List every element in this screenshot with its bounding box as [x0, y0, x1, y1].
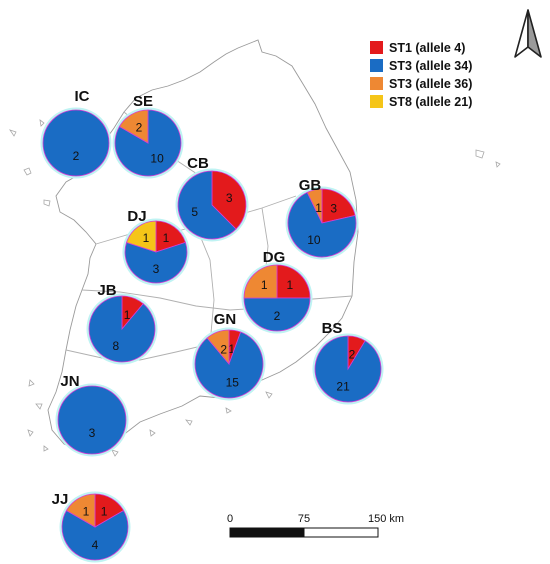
- scale-bar-black-segment: [229, 527, 305, 538]
- pie-slice-jj-1: [61, 509, 129, 561]
- pie-count-label: 2: [136, 120, 143, 134]
- region-label-gb: GB: [299, 177, 322, 194]
- region-label-dg: DG: [263, 249, 286, 266]
- pie-count-label: 2: [73, 149, 80, 163]
- pie-count-label: 3: [330, 201, 337, 215]
- pie-se: 10 2 SE: [112, 93, 184, 179]
- region-label-dj: DJ: [127, 208, 146, 225]
- region-label-jj: JJ: [52, 491, 69, 508]
- pie-slice-dg-1: [243, 297, 311, 332]
- pie-count-label: 2: [274, 309, 281, 323]
- region-label-ic: IC: [75, 88, 90, 105]
- legend-swatch: [370, 95, 383, 108]
- pie-charts: 2IC102SE35CB3101GB131DJ121DG18JB1152GN22…: [40, 88, 384, 563]
- pie-cb: 3 5 CB: [175, 155, 249, 242]
- province-line-3: [65, 343, 211, 361]
- pie-count-label: 1: [286, 278, 293, 292]
- pie-count-label: 3: [226, 191, 233, 205]
- pie-slice-gb-0: [321, 188, 356, 224]
- legend: ST1 (allele 4) ST3 (allele 34) ST3 (allele…: [370, 41, 472, 109]
- pie-count-label: 3: [89, 426, 96, 440]
- region-label-gn: GN: [214, 311, 237, 328]
- pie-ic: 2 IC: [40, 88, 112, 179]
- pie-slice-cb-0: [211, 170, 247, 230]
- region-label-jb: JB: [97, 282, 116, 299]
- pie-count-label: 1: [143, 231, 150, 245]
- north-arrow-icon: [514, 9, 542, 58]
- pie-count-label: 10: [150, 152, 164, 166]
- pie-slice-jb-1: [88, 295, 156, 363]
- pie-jj: 1 4 1 JJ: [52, 491, 131, 563]
- scale-tick-75: 75: [298, 513, 310, 525]
- pie-count-label: 1: [163, 231, 170, 245]
- pie-count-label: 5: [191, 205, 198, 219]
- pie-slice-jn-0: [57, 385, 127, 455]
- pie-gb: 3 10 1 GB: [285, 177, 359, 260]
- region-label-bs: BS: [322, 320, 343, 337]
- legend-label: ST3 (allele 34): [389, 59, 472, 73]
- pie-slice-cb-1: [177, 170, 237, 240]
- legend-swatch: [370, 77, 383, 90]
- legend-swatch: [370, 41, 383, 54]
- pie-count-label: 1: [228, 342, 235, 356]
- pie-slice-ic-0: [42, 109, 110, 177]
- pie-count-label: 1: [83, 504, 90, 518]
- pie-count-label: 2: [349, 348, 356, 362]
- legend-label: ST3 (allele 36): [389, 77, 472, 91]
- legend-label: ST8 (allele 21): [389, 95, 472, 109]
- pie-count-label: 1: [261, 278, 268, 292]
- pie-slice-jj-2: [65, 493, 96, 528]
- scale-tick-0: 0: [227, 513, 233, 525]
- pie-slice-gn-2: [206, 329, 230, 366]
- pie-count-label: 21: [336, 379, 350, 393]
- scale-bar: 0 75 150 km: [227, 513, 404, 538]
- pie-count-label: 10: [307, 233, 321, 247]
- pie-count-label: 4: [92, 538, 99, 552]
- pie-slice-gn-1: [194, 331, 264, 399]
- pie-slice-gb-1: [287, 191, 357, 258]
- pie-slice-bs-1: [314, 335, 382, 403]
- pie-slice-dj-1: [124, 241, 188, 284]
- pie-slice-se-1: [118, 109, 149, 144]
- pie-gn: 1 15 2 GN: [192, 311, 266, 401]
- pie-count-label: 2: [220, 343, 227, 357]
- pie-jb: 1 8 JB: [86, 282, 158, 365]
- pie-slice-dj-0: [155, 220, 186, 253]
- region-label-cb: CB: [187, 155, 209, 172]
- pie-count-label: 8: [112, 339, 119, 353]
- legend-swatch: [370, 59, 383, 72]
- pie-count-label: 1: [124, 308, 131, 322]
- pie-slice-dj-2: [126, 220, 157, 253]
- legend-label: ST1 (allele 4): [389, 41, 465, 55]
- pie-count-label: 3: [153, 262, 160, 276]
- islands: [9, 119, 501, 457]
- pie-count-label: 1: [101, 504, 108, 518]
- pie-dj: 1 3 1 DJ: [122, 208, 190, 286]
- pie-count-label: 1: [315, 201, 322, 215]
- scale-tick-150: 150 km: [368, 513, 404, 525]
- pie-count-label: 15: [226, 375, 240, 389]
- pie-slice-dg-2: [243, 264, 278, 299]
- region-label-se: SE: [133, 93, 153, 110]
- pie-bs: 2 21 BS: [312, 320, 384, 405]
- pie-slice-gb-2: [306, 188, 323, 224]
- pie-slice-dg-0: [276, 264, 311, 299]
- scale-bar-white-segment: [303, 527, 379, 538]
- pie-jn: 3 JN: [55, 373, 129, 457]
- region-label-jn: JN: [60, 373, 79, 390]
